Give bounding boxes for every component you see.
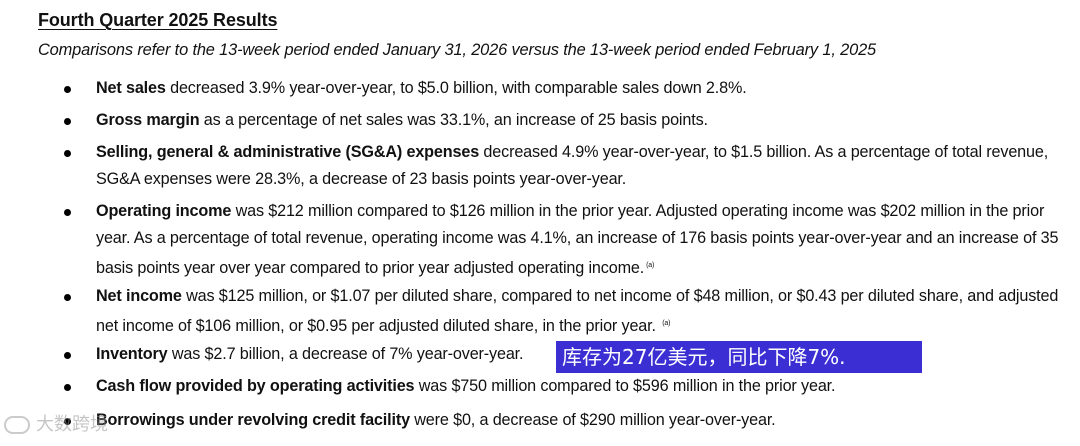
- bullet-lead: Cash flow provided by operating activiti…: [96, 377, 415, 395]
- bullet-text: decreased 3.9% year-over-year, to $5.0 b…: [165, 79, 747, 97]
- bullet-lead: Selling, general & administrative (SG&A)…: [96, 143, 480, 161]
- bullet-icon: [64, 118, 71, 125]
- bullet-text: decreased 4.9% year-over-year, to $1.5 b…: [96, 143, 1049, 188]
- section-heading: Fourth Quarter 2025 Results: [38, 10, 278, 30]
- bullet-text: was $750 million compared to $596 millio…: [414, 377, 836, 395]
- footnote-marker: (a): [662, 320, 671, 327]
- bullet-lead: Operating income: [96, 202, 232, 220]
- watermark: 大数跨境: [4, 410, 108, 440]
- bullet-icon: [64, 86, 71, 93]
- bullet-icon: [64, 352, 71, 359]
- bullet-lead: Inventory: [96, 345, 168, 363]
- watermark-text: 大数跨境: [36, 414, 108, 435]
- list-item: Inventory was $2.7 billion, a decrease o…: [64, 341, 1066, 368]
- bullet-lead: Gross margin: [96, 111, 200, 129]
- translation-caption: 库存为27亿美元，同比下降7%.: [556, 341, 922, 373]
- bullet-lead: Net income: [96, 287, 182, 305]
- bullet-lead: Net sales: [96, 79, 166, 97]
- footnote-marker: (a): [646, 262, 655, 269]
- bullet-text: as a percentage of net sales was 33.1%, …: [199, 111, 708, 129]
- list-item: Net sales decreased 3.9% year-over-year,…: [64, 75, 1066, 102]
- list-item: Gross margin as a percentage of net sale…: [64, 107, 1066, 134]
- bullet-text: was $125 million, or $1.07 per diluted s…: [96, 287, 1059, 335]
- bullet-icon: [64, 294, 71, 301]
- brand-logo-icon: [4, 416, 30, 434]
- list-item: Cash flow provided by operating activiti…: [64, 373, 1066, 400]
- bullet-icon: [64, 384, 71, 391]
- bullet-icon: [64, 418, 71, 425]
- list-item: Selling, general & administrative (SG&A)…: [64, 139, 1066, 193]
- bullet-lead: Borrowings under revolving credit facili…: [96, 411, 410, 429]
- list-item: Operating income was $212 million compar…: [64, 198, 1066, 282]
- section-subheading: Comparisons refer to the 13-week period …: [38, 41, 877, 59]
- bullet-text: were $0, a decrease of $290 million year…: [409, 411, 776, 429]
- list-item: Borrowings under revolving credit facili…: [64, 407, 1066, 434]
- list-item: Net income was $125 million, or $1.07 pe…: [64, 283, 1066, 340]
- bullet-icon: [64, 209, 71, 216]
- bullet-text: was $2.7 billion, a decrease of 7% year-…: [167, 345, 524, 363]
- bullet-icon: [64, 150, 71, 157]
- bullet-text: was $212 million compared to $126 millio…: [96, 202, 1059, 277]
